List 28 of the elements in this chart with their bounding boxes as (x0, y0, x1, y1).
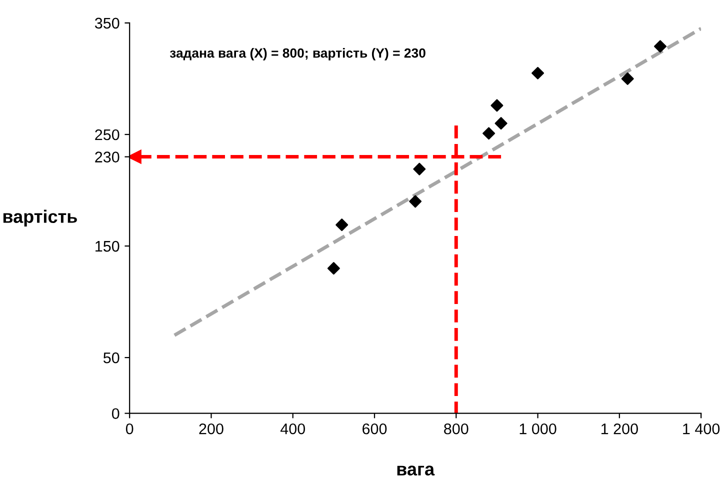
x-tick-label: 1 400 (683, 423, 720, 434)
point (494, 117, 508, 130)
y-tick-label: 250 (95, 129, 120, 140)
point (413, 162, 426, 176)
point (336, 218, 348, 232)
point (654, 40, 666, 53)
point (130, 150, 142, 164)
x-tick-label: 0 (126, 423, 134, 434)
point (482, 127, 496, 140)
point (621, 72, 634, 85)
x-tick-label: 200 (199, 423, 224, 434)
x-tick-label: 600 (362, 423, 387, 434)
y-tick-label: 50 (103, 352, 120, 364)
point (532, 66, 544, 80)
point (490, 99, 504, 112)
x-axis-title: вага (397, 466, 435, 476)
y-tick-label: 230 (95, 152, 120, 162)
y-tick-label: 350 (94, 18, 120, 29)
y-tick-label: 0 (112, 408, 120, 420)
point (409, 195, 422, 208)
x-tick-label: 1 200 (601, 423, 638, 434)
x-tick-label: 800 (444, 423, 468, 434)
annotation: задана вага (X) = 800; вартість (Y) = 230 (170, 48, 426, 60)
y-tick-label: 150 (96, 240, 120, 252)
x-tick-label: 400 (280, 423, 306, 434)
point (327, 262, 340, 275)
x-tick-label: 1 000 (520, 423, 556, 434)
y-axis-title: вартість (3, 210, 77, 227)
